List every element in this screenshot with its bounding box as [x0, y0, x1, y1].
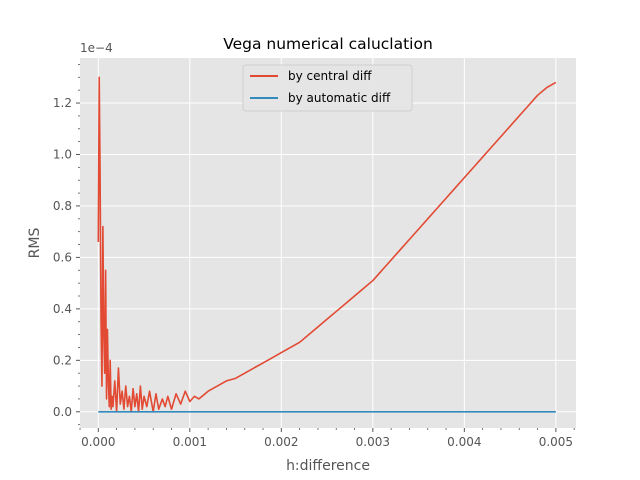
- legend: by central diff by automatic diff: [242, 64, 413, 112]
- y-tick-label: 1.0: [53, 147, 72, 161]
- y-offset-label: 1e−4: [80, 41, 113, 55]
- minor-ticks: [78, 64, 575, 430]
- legend-box: [242, 64, 413, 112]
- x-tick-label: 0.004: [447, 435, 481, 449]
- legend-label-automatic: by automatic diff: [288, 91, 391, 105]
- x-tick-label: 0.003: [356, 435, 390, 449]
- x-tick-label: 0.001: [173, 435, 207, 449]
- x-axis-label: h:difference: [286, 458, 370, 474]
- y-axis-label: RMS: [27, 228, 43, 259]
- y-tick-label: 1.2: [53, 96, 72, 110]
- x-axis-ticks: 0.000 0.001 0.002 0.003 0.004 0.005: [81, 428, 573, 449]
- series-layer: [97, 76, 557, 413]
- y-axis-ticks: 0.0 0.2 0.4 0.6 0.8 1.0 1.2: [53, 96, 80, 419]
- y-tick-label: 0.2: [53, 353, 72, 367]
- x-tick-label: 0.002: [264, 435, 298, 449]
- plot-area: [80, 58, 576, 428]
- series-central-diff-line: [97, 76, 557, 413]
- x-tick-label: 0.000: [81, 435, 115, 449]
- legend-label-central: by central diff: [288, 69, 372, 83]
- y-tick-label: 0.0: [53, 405, 72, 419]
- y-tick-label: 0.6: [53, 250, 72, 264]
- x-tick-label: 0.005: [539, 435, 573, 449]
- chart-title: Vega numerical caluclation: [223, 35, 433, 53]
- y-tick-label: 0.4: [53, 302, 72, 316]
- y-tick-label: 0.8: [53, 199, 72, 213]
